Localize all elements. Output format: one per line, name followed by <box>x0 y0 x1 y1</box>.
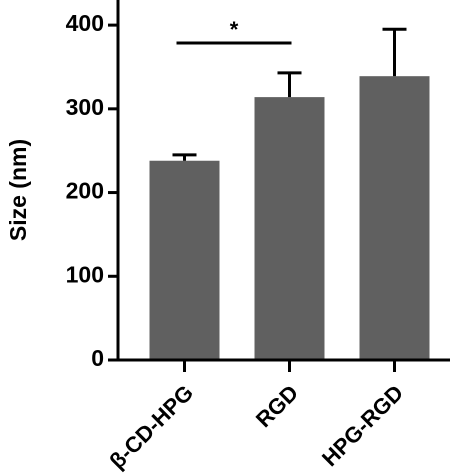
bar <box>359 76 430 361</box>
y-tick-label: 100 <box>66 261 104 287</box>
y-tick-label: 400 <box>66 10 104 36</box>
bar <box>254 97 325 361</box>
x-tick-label: β-CD-HPG <box>104 380 198 474</box>
y-tick-label: 300 <box>66 94 104 120</box>
y-tick-label: 200 <box>66 178 104 204</box>
x-tick-label: RGD <box>251 380 303 432</box>
bar <box>149 160 220 360</box>
x-tick-label: HPG-RGD <box>317 380 408 471</box>
y-axis-label: Size (nm) <box>5 139 31 241</box>
significance-label: * <box>230 17 239 42</box>
y-tick-label: 0 <box>91 345 104 371</box>
